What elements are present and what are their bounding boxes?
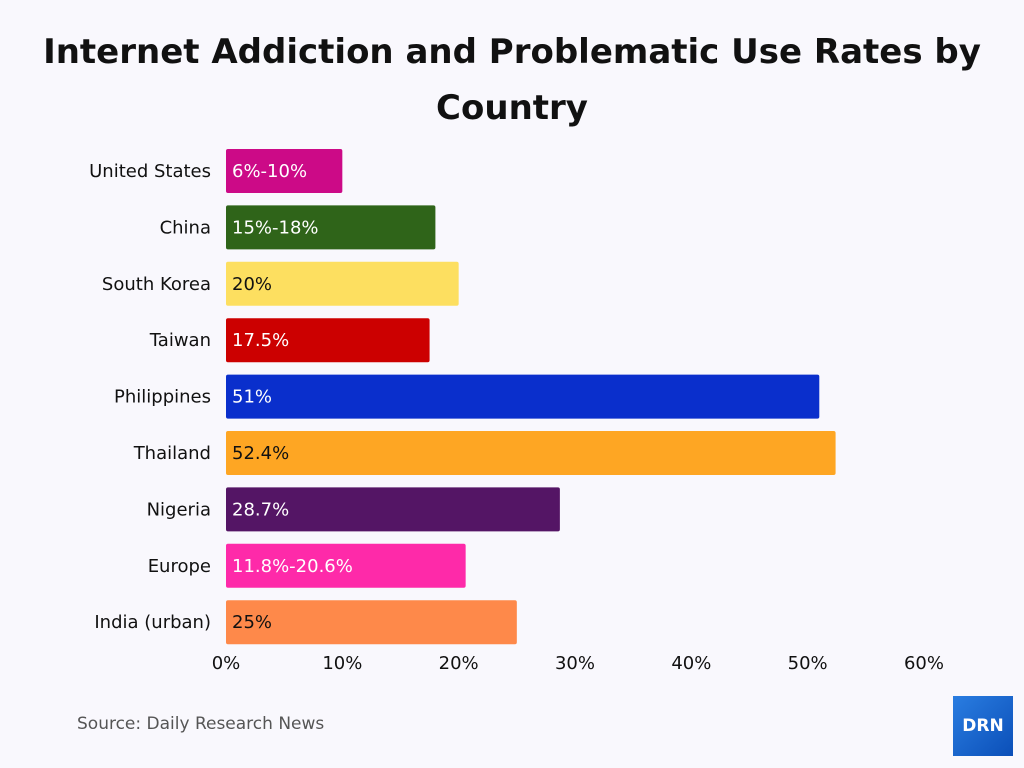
source-note: Source: Daily Research News <box>77 714 325 734</box>
x-tick-label: 40% <box>671 653 711 674</box>
x-tick-label: 60% <box>904 653 944 674</box>
category-label: China <box>160 217 211 238</box>
category-label: South Korea <box>102 274 211 295</box>
bar <box>226 318 430 363</box>
data-label: 6%-10% <box>232 161 307 182</box>
x-tick-label: 30% <box>555 653 595 674</box>
bar <box>226 431 836 475</box>
data-label: 52.4% <box>232 443 289 464</box>
x-tick-label: 50% <box>788 653 828 674</box>
bar <box>226 487 560 532</box>
bar <box>226 600 517 645</box>
data-label: 11.8%-20.6% <box>232 556 353 577</box>
category-label: Taiwan <box>149 330 211 351</box>
bar <box>226 543 466 588</box>
bar <box>226 149 343 193</box>
category-label: United States <box>89 161 211 182</box>
category-label: India (urban) <box>94 612 211 633</box>
data-label: 51% <box>232 387 272 408</box>
chart-title: Internet Addiction and Problematic Use R… <box>43 32 981 128</box>
data-label: 25% <box>232 612 272 633</box>
data-label: 17.5% <box>232 330 289 351</box>
x-tick-label: 20% <box>439 653 479 674</box>
bar <box>226 205 436 250</box>
category-label: Europe <box>148 556 211 577</box>
data-label: 15%-18% <box>232 217 319 238</box>
category-label: Nigeria <box>147 499 211 520</box>
data-label: 28.7% <box>232 499 289 520</box>
category-label: Philippines <box>114 387 211 408</box>
bar <box>226 261 459 306</box>
category-label: Thailand <box>133 443 211 464</box>
drn-logo: DRN <box>953 696 1013 756</box>
x-tick-label: 10% <box>322 653 362 674</box>
x-tick-label: 0% <box>212 653 241 674</box>
data-label: 20% <box>232 274 272 295</box>
bar <box>226 374 820 419</box>
